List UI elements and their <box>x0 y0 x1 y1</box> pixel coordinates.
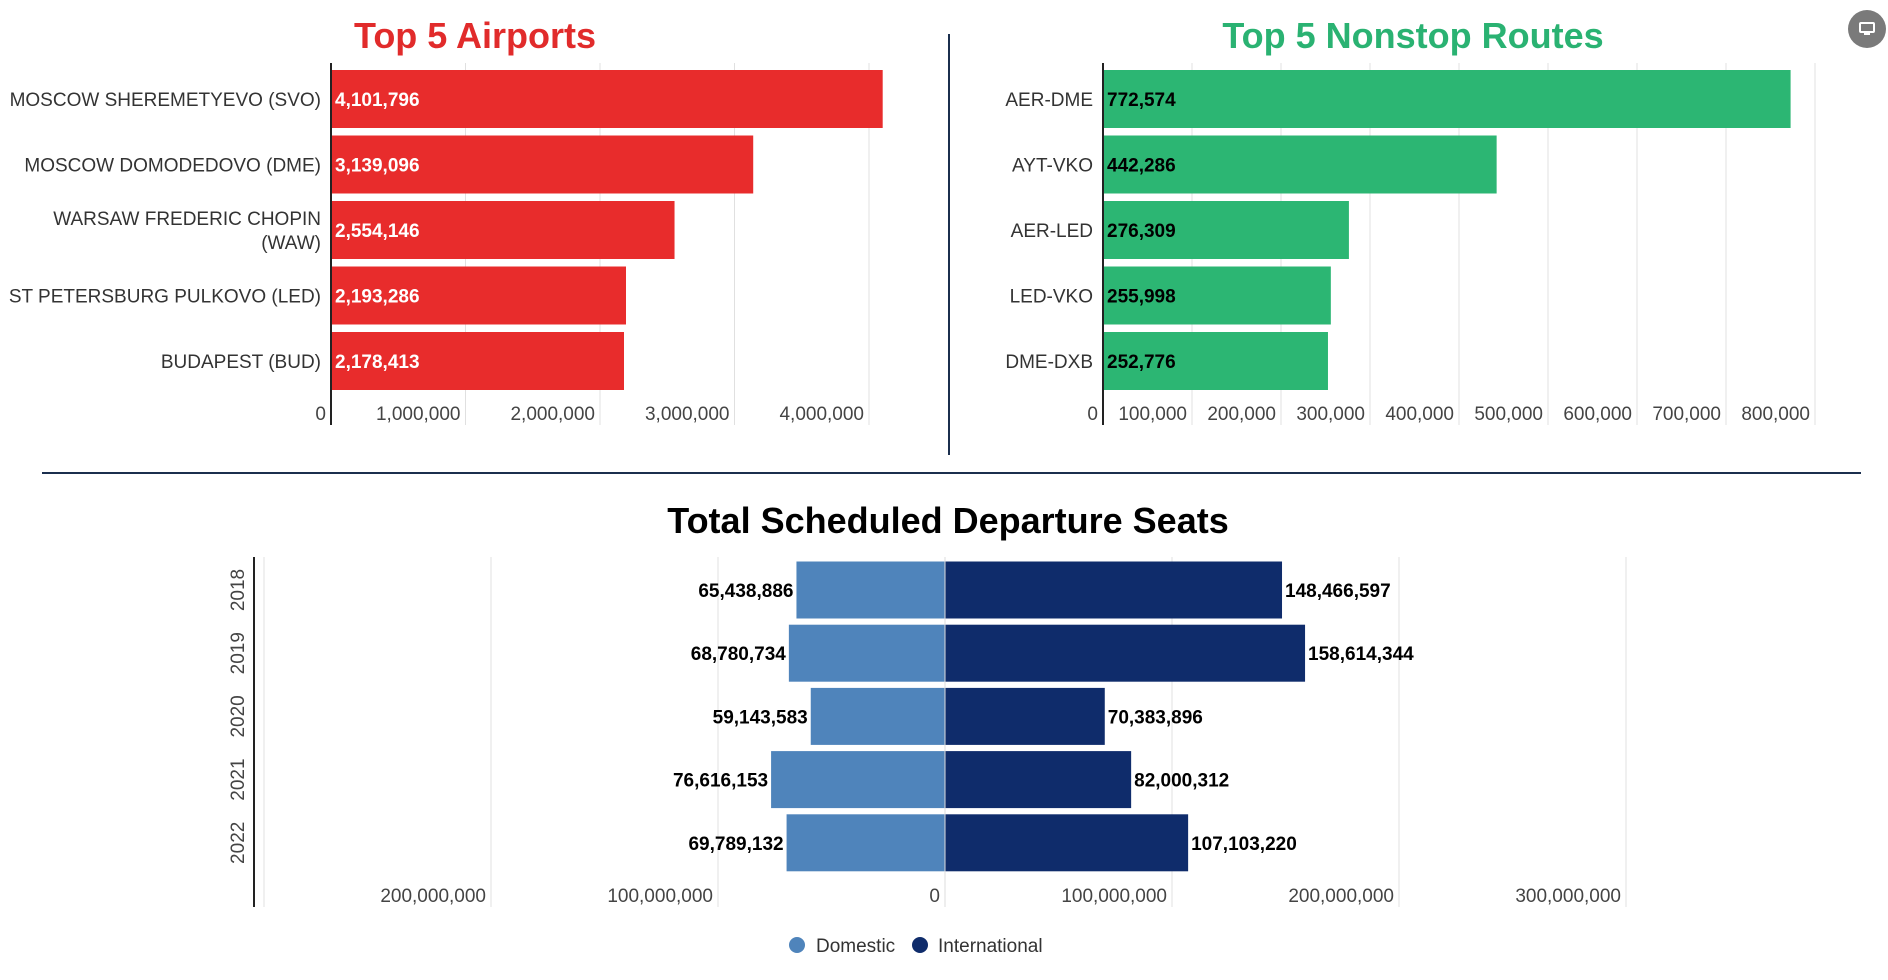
category-label: MOSCOW DOMODEDOVO (DME) <box>24 156 321 177</box>
x-tick-label: 200,000,000 <box>380 886 486 907</box>
domestic-value-label: 68,780,734 <box>691 644 787 665</box>
category-label: LED-VKO <box>1010 287 1093 308</box>
bar-value-label: 2,554,146 <box>335 221 420 242</box>
x-tick-label: 0 <box>1087 404 1098 425</box>
domestic-value-label: 59,143,583 <box>713 707 808 728</box>
bar[interactable] <box>1103 135 1497 194</box>
legend-international-label[interactable]: International <box>938 936 1043 957</box>
bar-value-label: 255,998 <box>1107 287 1176 308</box>
present-mode-button[interactable] <box>1848 10 1886 48</box>
x-tick-label: 3,000,000 <box>645 404 730 425</box>
year-label: 2018 <box>228 569 249 611</box>
bar-value-label: 772,574 <box>1107 90 1176 111</box>
bar-value-label: 252,776 <box>1107 352 1176 373</box>
x-tick-label: 0 <box>929 886 940 907</box>
x-tick-label: 800,000 <box>1741 404 1810 425</box>
category-label: ST PETERSBURG PULKOVO (LED) <box>9 287 321 308</box>
bar[interactable] <box>1103 70 1791 128</box>
category-label: BUDAPEST (BUD) <box>161 352 321 373</box>
legend-international-swatch <box>912 937 928 953</box>
x-tick-label: 100,000,000 <box>1061 886 1167 907</box>
category-label: AER-DME <box>1005 90 1093 111</box>
bar[interactable] <box>331 201 675 259</box>
legend-domestic-swatch <box>789 937 805 953</box>
international-bar[interactable] <box>945 751 1132 809</box>
top-routes-chart: Top 5 Nonstop Routes 0 100,000 200,000 300,… <box>1005 15 1816 425</box>
domestic-value-label: 76,616,153 <box>673 771 768 792</box>
category-label: AER-LED <box>1011 221 1093 242</box>
x-tick-label: 300,000 <box>1296 404 1365 425</box>
airports-chart-title: Top 5 Airports <box>354 15 596 56</box>
bar-value-label: 442,286 <box>1107 156 1176 177</box>
bar[interactable] <box>331 70 883 128</box>
monitor-icon <box>1859 22 1875 35</box>
category-label: AYT-VKO <box>1012 156 1093 177</box>
x-tick-label: 1,000,000 <box>376 404 461 425</box>
category-label: WARSAW FREDERIC CHOPIN <box>53 209 321 230</box>
international-value-label: 148,466,597 <box>1285 581 1391 602</box>
bar[interactable] <box>1103 201 1349 259</box>
x-tick-label: 300,000,000 <box>1515 886 1621 907</box>
year-label: 2019 <box>228 632 249 674</box>
x-tick-label: 2,000,000 <box>510 404 595 425</box>
x-tick-label: 200,000,000 <box>1288 886 1394 907</box>
bar-value-label: 2,193,286 <box>335 287 420 308</box>
international-value-label: 70,383,896 <box>1108 707 1203 728</box>
x-tick-label: 4,000,000 <box>779 404 864 425</box>
x-tick-label: 400,000 <box>1385 404 1454 425</box>
international-bar[interactable] <box>945 687 1105 745</box>
x-tick-label: 700,000 <box>1652 404 1721 425</box>
bar-value-label: 276,309 <box>1107 221 1176 242</box>
international-bar[interactable] <box>945 814 1189 872</box>
international-bar[interactable] <box>945 624 1306 682</box>
year-label: 2020 <box>228 695 249 737</box>
bar-value-label: 4,101,796 <box>335 90 420 111</box>
domestic-value-label: 69,789,132 <box>688 834 783 855</box>
international-value-label: 158,614,344 <box>1308 644 1414 665</box>
departure-seats-chart: Total Scheduled Departure Seats 200,000,… <box>228 500 1627 957</box>
bar[interactable] <box>331 266 626 325</box>
legend-domestic-label[interactable]: Domestic <box>816 936 895 957</box>
domestic-bar[interactable] <box>786 814 945 872</box>
domestic-value-label: 65,438,886 <box>698 581 793 602</box>
x-tick-label: 0 <box>315 404 326 425</box>
year-label: 2022 <box>228 822 249 864</box>
domestic-bar[interactable] <box>788 624 945 682</box>
x-tick-label: 100,000,000 <box>607 886 713 907</box>
domestic-bar[interactable] <box>771 751 945 809</box>
bar-value-label: 2,178,413 <box>335 352 420 373</box>
x-tick-label: 200,000 <box>1207 404 1276 425</box>
legend: Domestic International <box>789 936 1043 957</box>
routes-chart-title: Top 5 Nonstop Routes <box>1222 15 1603 56</box>
domestic-bar[interactable] <box>796 561 945 619</box>
domestic-bar[interactable] <box>810 687 945 745</box>
international-value-label: 82,000,312 <box>1134 771 1229 792</box>
bar-value-label: 3,139,096 <box>335 156 420 177</box>
category-label: MOSCOW SHEREMETYEVO (SVO) <box>10 90 321 111</box>
bar[interactable] <box>1103 266 1331 325</box>
x-tick-label: 100,000 <box>1118 404 1187 425</box>
category-label: (WAW) <box>261 233 321 254</box>
international-bar[interactable] <box>945 561 1283 619</box>
bar[interactable] <box>331 135 754 194</box>
bar[interactable] <box>331 332 624 390</box>
bar[interactable] <box>1103 332 1328 390</box>
seats-chart-title: Total Scheduled Departure Seats <box>667 500 1228 541</box>
category-label: DME-DXB <box>1005 352 1093 373</box>
x-tick-label: 600,000 <box>1563 404 1632 425</box>
x-tick-label: 500,000 <box>1474 404 1543 425</box>
top-airports-chart: Top 5 Airports 0 1,000,000 2,000,000 3,000,… <box>9 15 883 425</box>
year-label: 2021 <box>228 758 249 800</box>
international-value-label: 107,103,220 <box>1191 834 1297 855</box>
